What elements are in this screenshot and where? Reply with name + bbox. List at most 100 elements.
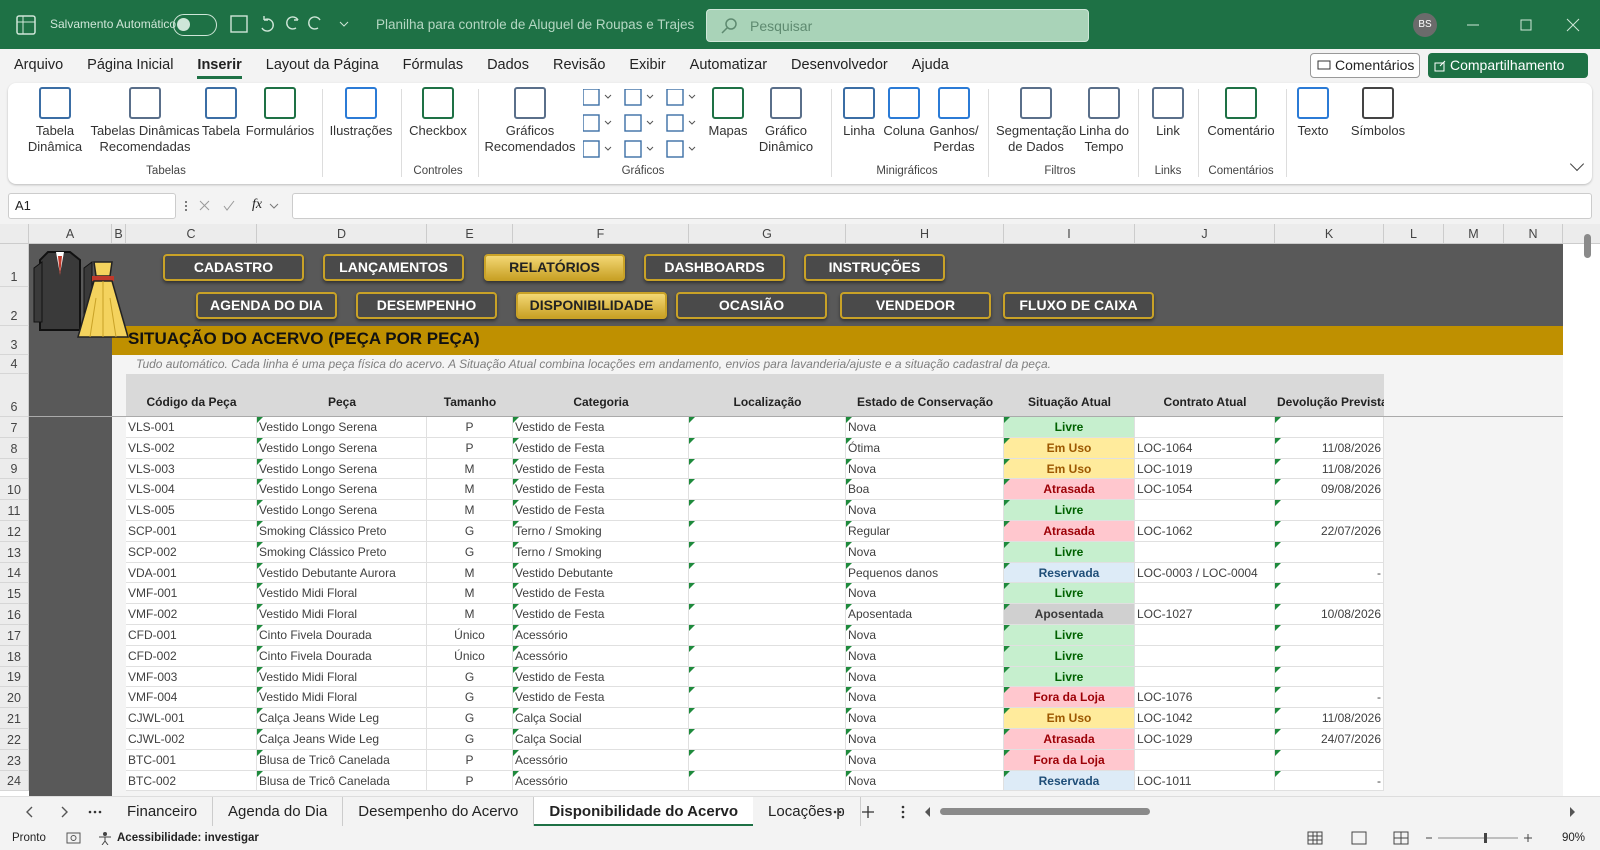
table-cell[interactable]: Vestido Longo Serena	[257, 437, 427, 459]
table-cell[interactable]	[689, 749, 846, 771]
nav-button[interactable]: VENDEDOR	[840, 292, 991, 319]
table-cell[interactable]: VMF-002	[126, 604, 257, 625]
table-cell[interactable]: 10/08/2026	[1275, 604, 1384, 625]
column-header[interactable]: I	[1004, 224, 1135, 244]
table-cell[interactable]: Nova	[846, 458, 1004, 480]
ribbon-button[interactable]: Comentário	[1201, 87, 1281, 139]
row-header[interactable]: 3	[0, 326, 29, 355]
corner[interactable]	[0, 224, 29, 244]
situation-cell[interactable]: Livre	[1004, 583, 1135, 605]
table-cell[interactable]	[689, 708, 846, 729]
sheet-tab[interactable]: Disponibilidade do Acervo	[534, 797, 754, 827]
macro-icon[interactable]	[66, 831, 82, 845]
table-header[interactable]: Contrato Atual	[1163, 395, 1247, 409]
row-header[interactable]: 1	[0, 244, 29, 287]
table-cell[interactable]: VLS-001	[126, 417, 257, 438]
table-cell[interactable]: Smoking Clássico Preto	[257, 521, 427, 542]
table-cell[interactable]: Vestido Longo Serena	[257, 500, 427, 521]
row-header[interactable]: 20	[0, 687, 29, 709]
column-header[interactable]: B	[112, 224, 126, 244]
table-cell[interactable]: Nova	[846, 541, 1004, 563]
table-cell[interactable]: Nova	[846, 417, 1004, 438]
table-cell[interactable]: Acessório	[513, 645, 689, 667]
column-header[interactable]: E	[427, 224, 513, 244]
table-cell[interactable]	[689, 604, 846, 625]
table-cell[interactable]: 11/08/2026	[1275, 458, 1384, 480]
menu-tab[interactable]: Ajuda	[911, 57, 949, 73]
situation-cell[interactable]: Em Uso	[1004, 437, 1135, 459]
table-cell[interactable]: -	[1275, 770, 1384, 792]
table-cell[interactable]: Calça Jeans Wide Leg	[257, 729, 427, 750]
row-header[interactable]: 12	[0, 521, 29, 542]
table-cell[interactable]: VDA-001	[126, 562, 257, 584]
table-cell[interactable]: M	[427, 458, 513, 480]
table-cell[interactable]	[1135, 666, 1275, 688]
column-header[interactable]: J	[1135, 224, 1275, 244]
menu-tab[interactable]: Inserir	[197, 57, 242, 79]
table-cell[interactable]	[689, 479, 846, 501]
table-cell[interactable]: Vestido Longo Serena	[257, 458, 427, 480]
column-header[interactable]: K	[1275, 224, 1384, 244]
table-cell[interactable]: Vestido de Festa	[513, 437, 689, 459]
formula-input[interactable]	[292, 193, 1592, 219]
user-avatar[interactable]: BS	[1413, 13, 1437, 37]
table-cell[interactable]: LOC-1019	[1135, 458, 1275, 480]
view-and-zoom[interactable]	[1306, 830, 1536, 846]
table-cell[interactable]	[1275, 583, 1384, 605]
nav-button[interactable]: DASHBOARDS	[644, 254, 785, 281]
ribbon-button[interactable]: Tabela Dinâmica	[20, 87, 90, 155]
menu-tab[interactable]: Fórmulas	[402, 57, 464, 73]
quick-access[interactable]	[230, 14, 350, 36]
table-cell[interactable]: P	[427, 770, 513, 792]
table-cell[interactable]: Smoking Clássico Preto	[257, 541, 427, 563]
table-cell[interactable]	[689, 729, 846, 750]
ribbon-button[interactable]: Ilustrações	[326, 87, 396, 139]
table-cell[interactable]: 09/08/2026	[1275, 479, 1384, 501]
nav-button[interactable]: INSTRUÇÕES	[804, 254, 945, 281]
row-header[interactable]: 21	[0, 708, 29, 729]
table-cell[interactable]	[689, 625, 846, 646]
row-header[interactable]: 11	[0, 500, 29, 521]
nav-button[interactable]: DESEMPENHO	[356, 292, 497, 319]
column-header[interactable]: M	[1444, 224, 1504, 244]
table-cell[interactable]: M	[427, 604, 513, 625]
table-cell[interactable]: Vestido Debutante Aurora	[257, 562, 427, 584]
table-cell[interactable]: M	[427, 479, 513, 501]
table-cell[interactable]: Único	[427, 625, 513, 646]
table-cell[interactable]	[689, 500, 846, 521]
table-header[interactable]: Categoria	[573, 395, 629, 409]
table-cell[interactable]: CFD-002	[126, 645, 257, 667]
ribbon-button[interactable]: Texto	[1288, 87, 1338, 139]
table-cell[interactable]: -	[1275, 687, 1384, 709]
row-header[interactable]: 9	[0, 458, 29, 480]
column-header[interactable]: L	[1384, 224, 1444, 244]
table-cell[interactable]: Blusa de Tricô Canelada	[257, 770, 427, 792]
table-cell[interactable]	[1135, 749, 1275, 771]
table-cell[interactable]	[689, 541, 846, 563]
table-cell[interactable]: Boa	[846, 479, 1004, 501]
ribbon-button[interactable]: Tabelas Dinâmicas Recomendadas	[90, 87, 200, 155]
row-header[interactable]: 17	[0, 625, 29, 646]
zoom-level[interactable]: 90%	[1562, 832, 1586, 844]
table-header[interactable]: Estado de Conservação	[856, 395, 994, 409]
row-header[interactable]: 19	[0, 666, 29, 688]
table-cell[interactable]: VLS-005	[126, 500, 257, 521]
table-cell[interactable]: CFD-001	[126, 625, 257, 646]
table-cell[interactable]: G	[427, 729, 513, 750]
table-cell[interactable]: Calça Social	[513, 729, 689, 750]
table-cell[interactable]: G	[427, 521, 513, 542]
situation-cell[interactable]: Fora da Loja	[1004, 687, 1135, 709]
ribbon-button[interactable]: Link	[1148, 87, 1188, 139]
row-header[interactable]: 23	[0, 749, 29, 771]
ribbon-button[interactable]: Linha	[839, 87, 879, 139]
row-header[interactable]: 13	[0, 541, 29, 563]
situation-cell[interactable]: Reservada	[1004, 770, 1135, 792]
table-cell[interactable]: Nova	[846, 708, 1004, 729]
menu-tab[interactable]: Arquivo	[14, 57, 64, 73]
table-header[interactable]: Localização	[733, 395, 802, 409]
nav-button[interactable]: AGENDA DO DIA	[196, 292, 337, 319]
table-cell[interactable]: LOC-1011	[1135, 770, 1275, 792]
menu-tab[interactable]: Automatizar	[689, 57, 768, 73]
menu-tab[interactable]: Layout da Página	[265, 57, 379, 73]
table-cell[interactable]: Vestido de Festa	[513, 583, 689, 605]
